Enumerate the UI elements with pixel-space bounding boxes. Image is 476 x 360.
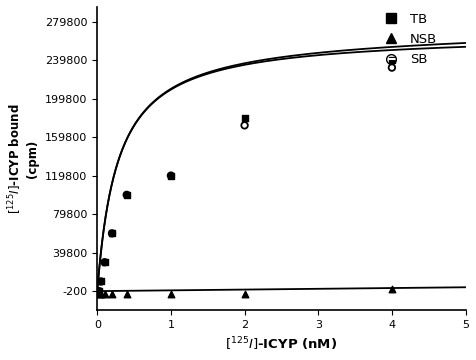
Point	[97, 279, 105, 284]
Point	[108, 230, 116, 236]
Point	[123, 192, 130, 198]
Point	[95, 291, 103, 297]
Point	[95, 288, 103, 294]
Point	[123, 192, 130, 198]
Point	[388, 65, 396, 71]
Point	[388, 57, 396, 63]
Point	[108, 291, 116, 297]
Point	[241, 291, 248, 297]
Legend: TB, NSB, SB: TB, NSB, SB	[373, 8, 442, 72]
Point	[97, 291, 105, 297]
X-axis label: $[^{125}I]$-ICYP (nM): $[^{125}I]$-ICYP (nM)	[225, 336, 337, 353]
Point	[167, 291, 175, 297]
Y-axis label: $[^{125}I]$-ICYP bound
(cpm): $[^{125}I]$-ICYP bound (cpm)	[7, 103, 40, 214]
Point	[108, 230, 116, 236]
Point	[97, 279, 105, 284]
Point	[167, 173, 175, 179]
Point	[123, 291, 130, 297]
Point	[241, 122, 248, 128]
Point	[101, 291, 109, 297]
Point	[167, 173, 175, 179]
Point	[241, 115, 248, 121]
Point	[388, 286, 396, 292]
Point	[101, 259, 109, 265]
Point	[101, 259, 109, 265]
Point	[95, 288, 103, 294]
